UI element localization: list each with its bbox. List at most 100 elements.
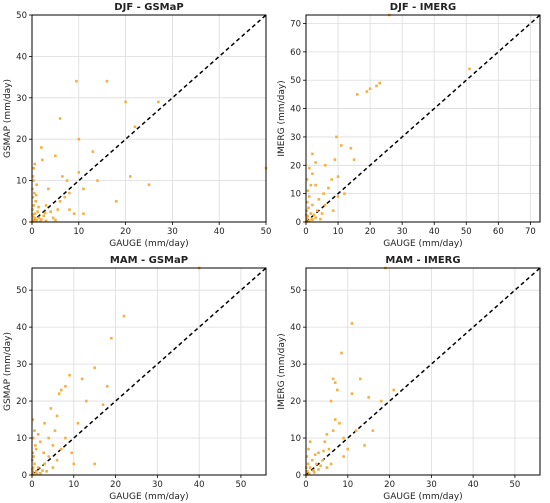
- y-tick-label: 40: [290, 323, 301, 333]
- data-point: [63, 195, 67, 199]
- data-point: [327, 186, 330, 190]
- panel-title: DJF - GSMaP: [114, 2, 183, 13]
- data-point: [45, 470, 48, 473]
- data-point: [77, 171, 81, 174]
- x-axis-label: GAUGE (mm/day): [383, 492, 462, 502]
- data-point: [343, 192, 346, 195]
- data-point: [375, 84, 378, 88]
- x-tick-label: 20: [110, 480, 121, 490]
- data-point: [312, 469, 315, 472]
- x-tick-label: 40: [194, 480, 205, 490]
- y-tick-label: 10: [16, 177, 27, 187]
- data-point: [36, 210, 39, 213]
- x-tick-label: 0: [29, 480, 34, 490]
- data-point: [39, 471, 42, 475]
- panel-title: MAM - IMERG: [385, 255, 460, 266]
- data-point: [305, 200, 309, 204]
- data-point: [36, 433, 40, 436]
- data-point: [329, 462, 333, 466]
- data-point: [31, 418, 35, 421]
- data-point: [315, 462, 318, 466]
- data-point: [31, 218, 35, 222]
- y-axis-label: IMERG (mm/day): [277, 333, 287, 409]
- data-point: [58, 117, 62, 120]
- data-point: [323, 203, 327, 207]
- y-tick-label: 10: [16, 434, 27, 444]
- data-point: [306, 189, 310, 193]
- data-point: [37, 205, 40, 209]
- y-axis-label: GSMAP (mm/day): [3, 332, 13, 411]
- data-point: [305, 178, 309, 181]
- data-point: [309, 212, 313, 215]
- data-point: [322, 192, 325, 195]
- data-point: [105, 384, 109, 388]
- data-point: [305, 217, 309, 221]
- y-tick-label: 50: [290, 286, 301, 296]
- y-tick-label: 20: [16, 397, 27, 407]
- data-point: [43, 421, 46, 425]
- data-point: [32, 472, 36, 476]
- data-point: [335, 135, 338, 139]
- x-tick-label: 30: [167, 227, 178, 237]
- panel-1: 0 10 20 30 40 50 0 10 20 30 40 50 DJF - GSMaP GAUGE (…: [3, 2, 271, 249]
- x-tick-label: 0: [29, 227, 34, 237]
- data-point: [43, 211, 47, 215]
- data-point: [340, 351, 343, 355]
- data-point: [330, 178, 333, 181]
- data-point: [54, 218, 57, 222]
- panel-title: DJF - IMERG: [390, 2, 456, 13]
- data-point: [51, 216, 55, 220]
- data-point: [33, 212, 37, 216]
- data-point: [31, 175, 35, 178]
- data-point: [309, 183, 313, 187]
- data-point: [33, 462, 36, 466]
- data-point: [308, 440, 312, 444]
- data-point: [53, 429, 57, 432]
- data-point: [68, 208, 71, 211]
- x-tick-label: 0: [303, 227, 308, 237]
- data-point: [321, 458, 325, 462]
- data-point: [34, 470, 38, 473]
- data-point: [47, 187, 50, 191]
- x-tick-label: 30: [426, 480, 437, 490]
- one-to-one-line: [305, 267, 541, 476]
- data-point: [32, 166, 36, 170]
- data-point: [342, 455, 345, 458]
- data-point: [355, 93, 359, 96]
- plot-frame: [31, 267, 267, 476]
- data-point: [307, 166, 311, 170]
- data-point: [310, 458, 314, 462]
- data-point: [342, 436, 345, 440]
- data-point: [82, 187, 85, 191]
- data-point: [32, 179, 35, 182]
- data-point: [55, 458, 59, 462]
- y-tick-label: 40: [290, 105, 301, 115]
- data-point: [157, 100, 160, 104]
- data-point: [93, 366, 96, 370]
- data-point: [47, 455, 51, 458]
- y-axis-label: IMERG (mm/day): [277, 80, 287, 156]
- data-point: [339, 144, 343, 147]
- data-point: [379, 399, 383, 403]
- data-point: [110, 336, 113, 340]
- y-tick-label: 10: [290, 434, 301, 444]
- data-point: [311, 203, 314, 207]
- y-tick-label: 0: [22, 471, 27, 481]
- data-point: [322, 449, 325, 453]
- data-point: [311, 152, 314, 156]
- data-point: [314, 183, 317, 187]
- data-point: [68, 191, 71, 195]
- y-tick-label: 30: [16, 94, 27, 104]
- data-point: [311, 172, 314, 176]
- data-point: [122, 314, 126, 318]
- x-tick-label: 20: [384, 480, 395, 490]
- data-point: [128, 175, 132, 178]
- data-point: [333, 418, 337, 421]
- data-point: [308, 472, 311, 476]
- data-point: [336, 195, 340, 198]
- data-point: [32, 455, 35, 458]
- data-point: [133, 125, 137, 129]
- data-point: [39, 219, 42, 223]
- data-point: [49, 210, 53, 213]
- data-point: [82, 212, 85, 216]
